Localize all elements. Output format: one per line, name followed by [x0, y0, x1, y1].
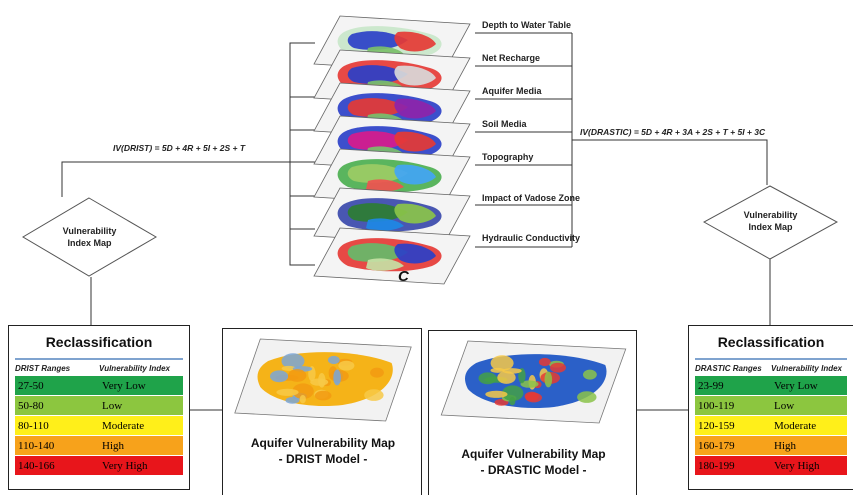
reclassification-row: 50-80 Low — [15, 396, 183, 415]
reclassification-row: 100-119 Low — [695, 396, 847, 415]
map-title-line2: - DRASTIC Model - — [480, 463, 587, 477]
reclassification-row: 120-159 Moderate — [695, 416, 847, 435]
index-value: Low — [774, 399, 795, 412]
separator-line — [15, 358, 183, 360]
map-title-line1: Aquifer Vulnerability Map — [250, 436, 396, 450]
range-value: 100-119 — [698, 399, 735, 412]
layer-label-t: Topography — [482, 152, 534, 162]
index-value: Very Low — [102, 379, 146, 392]
index-value: High — [774, 439, 796, 452]
range-value: 50-80 — [18, 399, 44, 412]
reclassification-row: 110-140 High — [15, 436, 183, 455]
reclassification-box-drist: Reclassification DRIST Ranges Vulnerabil… — [8, 325, 190, 490]
range-value: 23-99 — [698, 379, 724, 392]
reclassification-header: DRIST Ranges Vulnerability Index — [9, 360, 189, 375]
diamond-label-line2: Index Map — [67, 238, 112, 248]
range-value: 160-179 — [698, 439, 735, 452]
index-value: Moderate — [102, 419, 145, 432]
index-column-header: Vulnerability Index — [99, 364, 170, 373]
index-value: Very High — [774, 459, 820, 472]
layer-label-c: Hydraulic Conductivity — [482, 233, 581, 243]
layer-label-s: Soil Media — [482, 119, 527, 129]
map-title-line1: Aquifer Vulnerability Map — [461, 447, 606, 461]
reclassification-title: Reclassification — [717, 334, 825, 350]
layer-label-i: Impact of Vadose Zone — [482, 193, 581, 203]
index-column-header: Vulnerability Index — [771, 364, 842, 373]
range-value: 110-140 — [18, 439, 55, 452]
index-value: Moderate — [774, 419, 817, 432]
diamond-label-line2: Index Map — [748, 222, 793, 232]
drist-vulnerability-map — [234, 338, 412, 422]
reclassification-rows: 23-99 Very Low 100-119 Low 120-159 Moderate 16… — [689, 376, 853, 475]
reclassification-row: 180-199 Very High — [695, 456, 847, 475]
reclassification-row: 140-166 Very High — [15, 456, 183, 475]
drastic-formula: IV(DRASTIC) = 5D + 4R + 3A + 2S + T + 5I… — [580, 127, 766, 137]
layer-label-d: Depth to Water Table — [482, 20, 572, 30]
diamond-label-line1: Vulnerability — [62, 226, 117, 236]
index-value: Very Low — [774, 379, 818, 392]
layer-letter-c: C — [398, 268, 409, 285]
vulnerability-index-diamond-right: Vulnerability Index Map — [703, 185, 838, 260]
drist-map-box: Aquifer Vulnerability Map - DRIST Model … — [222, 328, 422, 495]
reclassification-header: DRASTIC Ranges Vulnerability Index — [689, 360, 853, 375]
index-value: Very High — [102, 459, 148, 472]
drist-formula: IV(DRIST) = 5D + 4R + 5I + 2S + T — [113, 143, 246, 153]
range-value: 180-199 — [698, 459, 735, 472]
reclassification-row: 160-179 High — [695, 436, 847, 455]
reclassification-box-drastic: Reclassification DRASTIC Ranges Vulnerab… — [688, 325, 853, 490]
range-value: 80-110 — [18, 419, 49, 432]
range-value: 27-50 — [18, 379, 44, 392]
layer-label-r: Net Recharge — [482, 53, 541, 63]
reclassification-rows: 27-50 Very Low 50-80 Low 80-110 Moderate 110-1… — [9, 376, 189, 475]
separator-line — [695, 358, 847, 360]
layer-map-c — [313, 227, 471, 285]
range-value: 140-166 — [18, 459, 55, 472]
reclassification-row: 23-99 Very Low — [695, 376, 847, 395]
drastic-map-box: Aquifer Vulnerability Map - DRASTIC Mode… — [428, 330, 637, 495]
layer-label-a: Aquifer Media — [482, 86, 542, 96]
ranges-column-header: DRIST Ranges — [15, 364, 71, 373]
reclassification-row: 27-50 Very Low — [15, 376, 183, 395]
reclassification-title: Reclassification — [45, 334, 153, 350]
vulnerability-index-diamond-left: Vulnerability Index Map — [22, 197, 157, 277]
index-value: High — [102, 439, 124, 452]
diamond-label-line1: Vulnerability — [743, 210, 798, 220]
index-value: Low — [102, 399, 123, 412]
drastic-vulnerability-map — [440, 340, 627, 424]
map-title-line2: - DRIST Model - — [278, 452, 368, 466]
ranges-column-header: DRASTIC Ranges — [695, 364, 762, 373]
range-value: 120-159 — [698, 419, 735, 432]
reclassification-row: 80-110 Moderate — [15, 416, 183, 435]
